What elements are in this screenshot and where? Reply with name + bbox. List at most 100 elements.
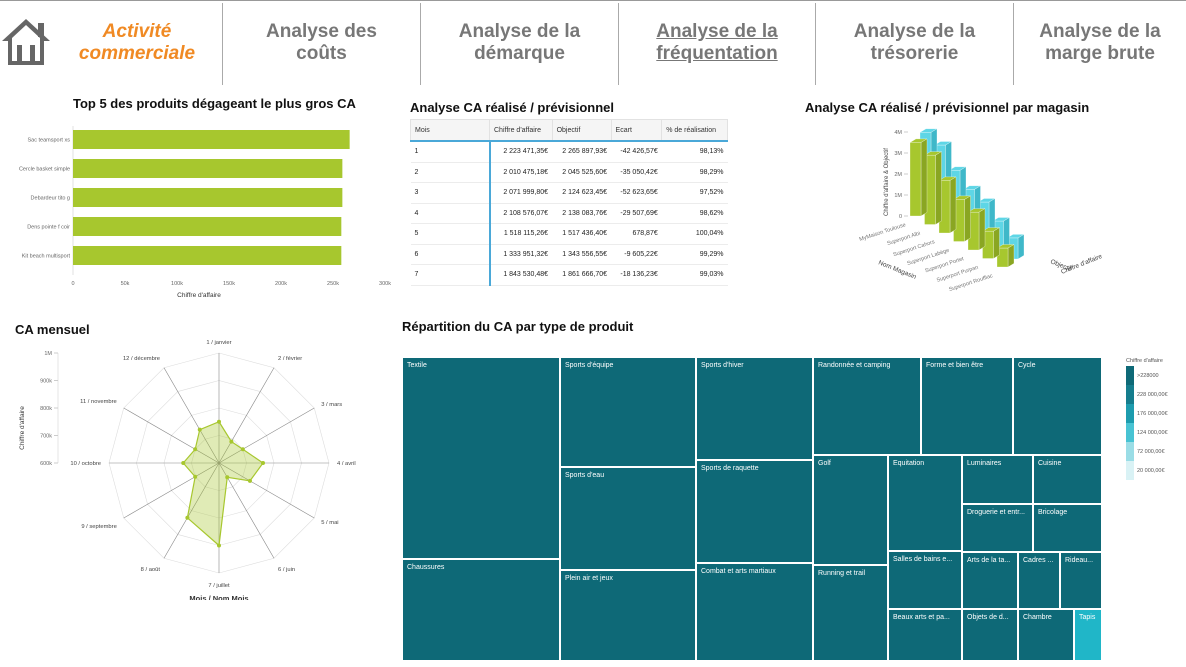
tab-analyse-couts[interactable]: Analyse des coûts	[266, 21, 377, 64]
bar-3d-mark[interactable]	[938, 176, 957, 234]
treemap-cell[interactable]: Sports d'eau	[560, 467, 696, 570]
radar-point[interactable]	[193, 447, 198, 452]
month-label: 1 / janvier	[206, 340, 231, 346]
y-tick-label: 0	[899, 214, 902, 220]
table-header-cell[interactable]: % de réalisation	[661, 119, 728, 142]
legend-title: Chiffre d'affaire	[1126, 358, 1163, 364]
legend-item: 176 000,00€	[1126, 404, 1168, 423]
radar-point[interactable]	[247, 478, 252, 483]
treemap-cell[interactable]: Randonnée et camping	[813, 357, 921, 455]
table-cell: 4	[410, 203, 491, 224]
table-cell: 2 045 525,60€	[552, 162, 612, 183]
table-cell: 5	[410, 223, 491, 245]
table-cell: 100,04%	[661, 223, 728, 245]
treemap-cell[interactable]: Running et trail	[813, 565, 888, 661]
treemap-cell[interactable]: Sports de raquette	[696, 460, 813, 563]
radar-point[interactable]	[229, 439, 234, 444]
category-label: Debardeur tito g	[31, 196, 70, 202]
table-header-cell[interactable]: Chiffre d'affaire	[489, 119, 553, 142]
tab-analyse-tresorerie[interactable]: Analyse de la trésorerie	[853, 21, 976, 64]
x-tick-label: 0	[71, 281, 74, 287]
bar-3d-mark[interactable]	[952, 195, 972, 242]
treemap-cell[interactable]: Luminaires	[962, 455, 1033, 504]
legend-label: 176 000,00€	[1137, 410, 1168, 417]
treemap-cell[interactable]: Chambre	[1018, 609, 1074, 661]
table-header-cell[interactable]: Objectif	[551, 119, 612, 142]
r-tick-label: 1M	[44, 351, 52, 357]
bar-mark[interactable]	[73, 246, 342, 265]
treemap-cell[interactable]: Bricolage	[1033, 504, 1102, 552]
table-title: Analyse CA réalisé / prévisionnel	[410, 100, 614, 115]
product-type-treemap: Textile Chaussures Sports d'équipe Sports d…	[402, 357, 1102, 661]
bar-3d-mark[interactable]	[909, 138, 928, 217]
radar-point[interactable]	[217, 419, 221, 424]
treemap-cell[interactable]: Equitation	[888, 455, 962, 551]
bar-mark[interactable]	[73, 217, 342, 236]
x-tick-label: 50k	[121, 281, 130, 287]
treemap-cell[interactable]: Cuisine	[1033, 455, 1102, 504]
legend-item: 72 000,00€	[1126, 442, 1168, 461]
treemap-cell[interactable]: Cycle	[1013, 357, 1102, 455]
treemap-cell[interactable]: Salles de bains e...	[888, 551, 962, 609]
table-cell: 1	[410, 141, 491, 163]
radar-point[interactable]	[197, 427, 202, 432]
r-tick-label: 600k	[40, 461, 52, 467]
radar-point[interactable]	[225, 475, 230, 480]
y-tick-label: 1M	[894, 193, 902, 199]
tab-analyse-marge-brute[interactable]: Analyse de la marge brute	[1039, 21, 1161, 64]
treemap-cell[interactable]: Sports d'hiver	[696, 357, 813, 460]
table-header-cell[interactable]: Ecart	[610, 119, 663, 142]
top-navigation: Activité commerciale Analyse des coûts Ana…	[0, 0, 1186, 85]
tab-activite-commerciale[interactable]: Activité commerciale	[78, 21, 196, 64]
treemap-cell[interactable]: Plein air et jeux	[560, 570, 696, 661]
treemap-cell[interactable]: Objets de d...	[962, 609, 1018, 661]
treemap-cell[interactable]: Textile	[402, 357, 560, 559]
table-cell: 3	[410, 182, 491, 204]
treemap-legend: Chiffre d'affaire >228000 228 000,00€ 176 …	[1126, 358, 1168, 480]
radar-point[interactable]	[185, 515, 190, 520]
treemap-cell[interactable]: Combat et arts martiaux	[696, 563, 813, 661]
radar-point[interactable]	[181, 461, 186, 465]
treemap-cell[interactable]: Chaussures	[402, 559, 560, 661]
treemap-cell[interactable]: Tapis	[1074, 609, 1102, 661]
y-axis-label: Chiffre d'affaire & Objectif	[884, 148, 890, 216]
legend-item: 124 000,00€	[1126, 423, 1168, 442]
treemap-cell[interactable]: Arts de la ta...	[962, 552, 1018, 609]
radar-point[interactable]	[217, 543, 221, 548]
monthly-radar-chart: 600k 700k 800k 900k 1M Chiffre d'affaire 1 / j…	[19, 340, 356, 600]
tab-analyse-frequentation[interactable]: Analyse de la fréquentation	[656, 21, 778, 64]
table-cell: 2 010 475,18€	[489, 162, 553, 183]
treemap-cell[interactable]: Beaux arts et pa...	[888, 609, 962, 661]
bar-mark[interactable]	[73, 159, 343, 178]
home-icon[interactable]	[0, 15, 52, 71]
legend-item: 228 000,00€	[1126, 385, 1168, 404]
bar-3d-mark[interactable]	[981, 227, 1001, 259]
y-tick-label: 2M	[894, 172, 902, 178]
table-header-cell[interactable]: Mois	[410, 119, 490, 142]
bar-3d-mark[interactable]	[996, 244, 1015, 268]
bar-mark[interactable]	[73, 188, 343, 207]
treemap-cell[interactable]: Sports d'équipe	[560, 357, 696, 467]
treemap-cell[interactable]: Forme et bien être	[921, 357, 1013, 455]
treemap-cell[interactable]: Rideau...	[1060, 552, 1102, 609]
treemap-cell[interactable]: Cadres ...	[1018, 552, 1060, 609]
radar-point[interactable]	[261, 461, 265, 465]
table-cell: -29 507,69€	[611, 203, 662, 224]
radar-area[interactable]	[182, 421, 264, 547]
radar-point[interactable]	[193, 474, 198, 479]
treemap-cell[interactable]: Golf	[813, 455, 888, 565]
bar-3d-mark[interactable]	[967, 208, 986, 251]
bar-mark[interactable]	[73, 130, 350, 149]
tab-analyse-demarque[interactable]: Analyse de la démarque	[458, 21, 581, 64]
r-tick-label: 900k	[40, 379, 52, 385]
x-tick-label: 250k	[327, 281, 339, 287]
radar-point[interactable]	[240, 447, 245, 452]
treemap-cell[interactable]: Droguerie et entr...	[962, 504, 1033, 552]
